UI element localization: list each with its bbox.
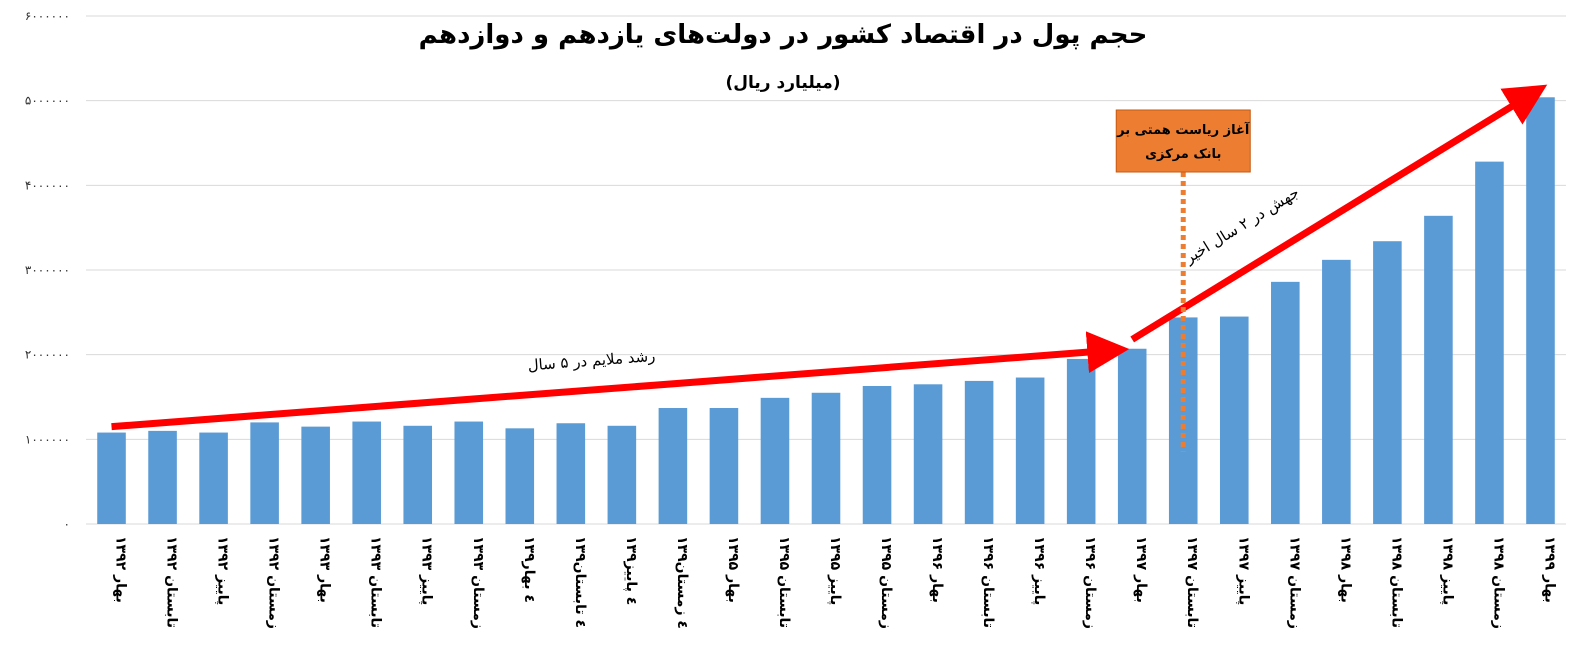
x-tick-label: ۱۳۹۵ تابستان bbox=[776, 536, 792, 628]
bar bbox=[1117, 348, 1147, 524]
jump-arrow bbox=[1130, 84, 1548, 343]
x-tick-label: ۱۳۹۵ بهار bbox=[725, 536, 741, 603]
x-tick-label: ۱۳۹۸ بهار bbox=[1337, 536, 1353, 603]
bar bbox=[148, 430, 177, 524]
bar bbox=[709, 408, 739, 524]
x-tick-label: ۱۳۹۷ بهار bbox=[1133, 536, 1149, 603]
x-tick-label: ۱۳۹٤ زمستان bbox=[674, 536, 690, 629]
x-tick-label: ۱۳۹۸ تابستان bbox=[1388, 536, 1404, 628]
bar bbox=[352, 421, 381, 524]
slow-growth-arrow bbox=[111, 331, 1130, 431]
bar bbox=[1373, 241, 1402, 525]
x-tick-label: ۱۳۹۷ تابستان bbox=[1184, 536, 1200, 628]
bar bbox=[1322, 259, 1351, 524]
bar bbox=[913, 384, 943, 524]
x-tick-label: ۱۳۹۲ زمستان bbox=[266, 536, 282, 629]
x-tick-label: ۱۳۹٤ تابستان bbox=[572, 536, 588, 628]
grid-lines bbox=[86, 15, 1566, 525]
bar bbox=[964, 380, 994, 524]
x-tick-label: ۱۳۹۸ زمستان bbox=[1490, 536, 1506, 629]
callout-text-line1: آغاز ریاست همتی بر bbox=[1116, 121, 1250, 138]
x-tick-label: ۱۳۹۸ پاییز bbox=[1439, 536, 1455, 605]
x-tick-label: ۱۳۹۷ پاییز bbox=[1235, 536, 1251, 605]
y-axis-ticks: ۰ ۱۰۰۰۰۰۰ ۲۰۰۰۰۰۰ ۳۰۰۰۰۰۰ ۴۰۰۰۰۰۰ ۵۰۰۰۰۰۰ ۶۰۰۰… bbox=[25, 9, 70, 531]
callout-box bbox=[1115, 109, 1251, 173]
x-tick-label: ۱۳۹۳ پاییز bbox=[419, 536, 435, 605]
bars bbox=[97, 97, 1555, 525]
y-tick-label: ۳۰۰۰۰۰۰ bbox=[25, 263, 70, 277]
callout-text-line2: بانک مرکزی bbox=[1145, 147, 1221, 162]
x-tick-label: ۱۳۹۷ زمستان bbox=[1286, 536, 1302, 629]
bar bbox=[1066, 358, 1096, 524]
y-tick-label: ۱۰۰۰۰۰۰ bbox=[25, 432, 70, 446]
bar bbox=[811, 392, 841, 524]
y-tick-label: ۰ bbox=[64, 517, 70, 531]
x-tick-label: ۱۳۹۶ تابستان bbox=[980, 536, 996, 628]
bar bbox=[301, 426, 330, 524]
x-tick-label: ۱۳۹۳ تابستان bbox=[368, 536, 384, 628]
y-tick-label: ۵۰۰۰۰۰۰ bbox=[25, 94, 70, 108]
bar bbox=[1015, 377, 1045, 524]
chart-subtitle: (میلیارد ریال) bbox=[726, 73, 841, 93]
x-tick-label: ۱۳۹۵ پاییز bbox=[827, 536, 843, 605]
x-tick-label: ۱۳۹۵ زمستان bbox=[878, 536, 894, 629]
bar bbox=[1219, 316, 1249, 524]
chart-title: حجم پول در اقتصاد کشور در دولت‌های یازده… bbox=[419, 20, 1148, 50]
x-tick-label: ۱۳۹۳ بهار bbox=[317, 536, 333, 603]
x-tick-label: ۱۳۹٤ پاییز bbox=[623, 536, 639, 605]
x-tick-label: ۱۳۹۲ بهار bbox=[113, 536, 129, 603]
x-axis-ticks: ۱۳۹۲ بهار ۱۳۹۲ تابستان ۱۳۹۲ پاییز ۱۳۹۲ زمست… bbox=[113, 536, 1558, 629]
y-tick-label: ۴۰۰۰۰۰۰ bbox=[25, 178, 70, 192]
x-tick-label: ۱۳۹۲ تابستان bbox=[164, 536, 180, 628]
bar bbox=[658, 408, 688, 524]
bar bbox=[1168, 317, 1198, 524]
x-tick-label: ۱۳۹۹ بهار bbox=[1541, 536, 1557, 603]
bar bbox=[1271, 281, 1300, 524]
bar bbox=[199, 432, 228, 524]
bar bbox=[556, 423, 586, 524]
jump-label: جهش در ۲ سال اخیر bbox=[1181, 183, 1303, 267]
x-tick-label: ۱۳۹۳ زمستان bbox=[470, 536, 486, 629]
bar bbox=[403, 425, 433, 524]
x-tick-label: ۱۳۹۶ پاییز bbox=[1031, 536, 1047, 605]
bar bbox=[97, 432, 126, 524]
bar bbox=[505, 428, 535, 524]
bar bbox=[1475, 161, 1504, 525]
y-tick-label: ۲۰۰۰۰۰۰ bbox=[25, 348, 70, 362]
slow-growth-label: رشد ملایم در ۵ سال bbox=[527, 347, 656, 375]
y-tick-label: ۶۰۰۰۰۰۰ bbox=[25, 9, 70, 23]
bar bbox=[250, 422, 279, 524]
bar bbox=[760, 397, 790, 524]
x-tick-label: ۱۳۹۶ بهار bbox=[929, 536, 945, 603]
bar bbox=[862, 385, 892, 524]
x-tick-label: ۱۳۹۲ پاییز bbox=[215, 536, 231, 605]
bar bbox=[1526, 97, 1555, 524]
x-tick-label: ۱۳۹٤ بهار bbox=[521, 536, 537, 603]
bar bbox=[607, 425, 637, 524]
bar bbox=[454, 421, 484, 524]
bar bbox=[1424, 215, 1453, 524]
x-tick-label: ۱۳۹۶ زمستان bbox=[1082, 536, 1098, 629]
